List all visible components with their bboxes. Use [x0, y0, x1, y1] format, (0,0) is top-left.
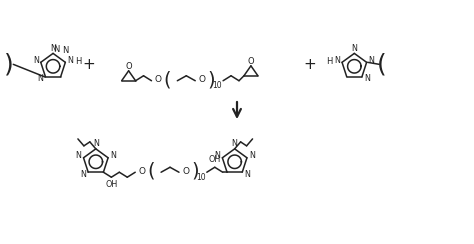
Text: H: H: [75, 57, 82, 66]
Text: N: N: [76, 151, 82, 160]
Text: N: N: [93, 139, 99, 148]
Text: N: N: [53, 45, 59, 54]
Text: N: N: [244, 170, 250, 179]
Text: 10: 10: [212, 81, 222, 90]
Text: O: O: [139, 167, 146, 176]
Text: N: N: [351, 44, 357, 53]
Text: N: N: [50, 44, 56, 53]
Text: OH: OH: [105, 180, 118, 189]
Text: H: H: [326, 57, 332, 66]
Text: N: N: [33, 56, 39, 65]
Text: O: O: [155, 75, 162, 84]
Text: OH: OH: [209, 155, 221, 164]
Text: ): ): [191, 162, 199, 181]
Text: N: N: [62, 46, 68, 55]
Text: N: N: [364, 74, 370, 83]
Text: N: N: [232, 139, 237, 148]
Text: 10: 10: [196, 173, 206, 182]
Text: N: N: [249, 151, 255, 160]
Text: +: +: [303, 57, 316, 72]
Text: (: (: [147, 162, 155, 181]
Text: N: N: [369, 56, 374, 65]
Text: N: N: [37, 74, 44, 83]
Text: O: O: [182, 167, 190, 176]
Text: N: N: [334, 56, 340, 65]
Text: N: N: [214, 151, 220, 160]
Text: ): ): [4, 52, 14, 76]
Text: (: (: [164, 70, 171, 89]
Text: ): ): [207, 70, 215, 89]
Text: O: O: [247, 57, 254, 66]
Text: O: O: [199, 75, 206, 84]
Text: +: +: [82, 57, 95, 72]
Text: (: (: [377, 52, 387, 76]
Text: O: O: [125, 62, 132, 71]
Text: N: N: [67, 56, 73, 65]
Text: N: N: [80, 170, 86, 179]
Text: N: N: [110, 151, 116, 160]
